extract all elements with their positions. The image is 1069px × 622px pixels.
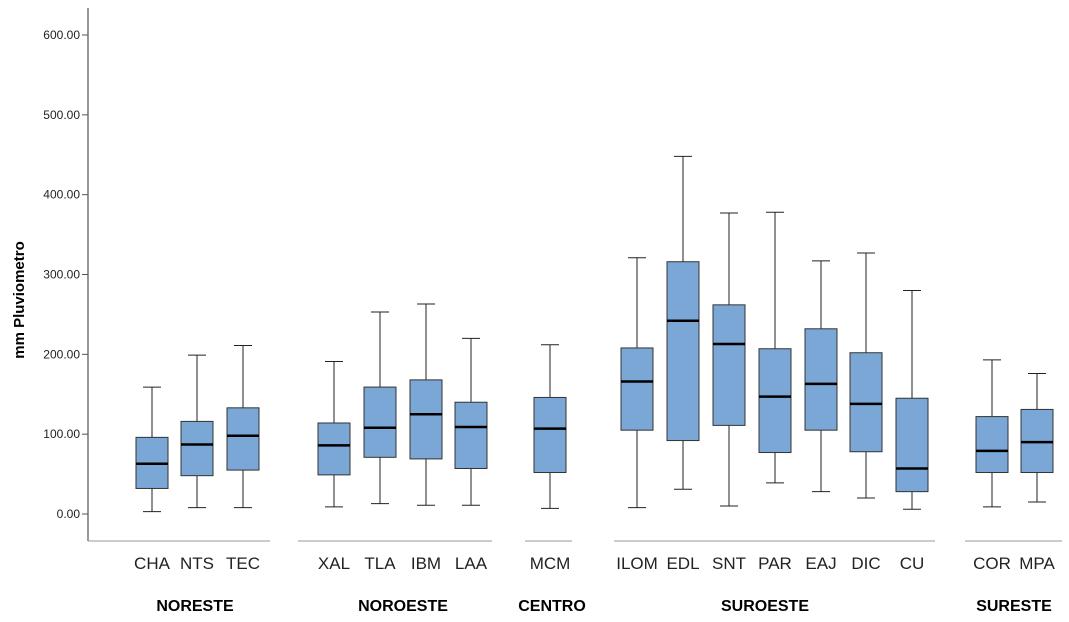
box-laa xyxy=(454,337,488,506)
y-tick-label: 300.00 xyxy=(43,268,80,282)
category-label-par: PAR xyxy=(758,554,792,573)
iqr-box xyxy=(180,420,214,477)
iqr-box xyxy=(895,397,929,493)
iqr-box xyxy=(454,401,488,469)
category-label-mcm: MCM xyxy=(530,554,571,573)
category-label-nts: NTS xyxy=(180,554,214,573)
group-label-noroeste: NOROESTE xyxy=(358,598,448,615)
box-tec xyxy=(226,345,260,509)
category-label-ibm: IBM xyxy=(411,554,441,573)
iqr-box xyxy=(363,386,397,458)
box-cu xyxy=(895,289,929,510)
category-label-xal: XAL xyxy=(318,554,350,573)
box-edl xyxy=(666,155,700,490)
box-mpa xyxy=(1020,372,1054,503)
box-par xyxy=(758,211,792,484)
category-label-eaj: EAJ xyxy=(805,554,836,573)
box-xal xyxy=(317,361,351,508)
category-labels: CHA NTS TEC NORESTE XAL TLA IBM LAA NOROESTE MCM C… xyxy=(134,554,1055,615)
box-tla xyxy=(363,311,397,505)
category-label-snt: SNT xyxy=(712,554,746,573)
iqr-box xyxy=(666,261,700,442)
y-tick-label: 400.00 xyxy=(43,188,80,202)
box-dic xyxy=(849,252,883,499)
y-tick-label: 200.00 xyxy=(43,347,80,361)
box-ilom xyxy=(620,257,654,509)
category-label-cor: COR xyxy=(973,554,1011,573)
box-snt xyxy=(712,212,746,507)
group-label-suroeste: SUROESTE xyxy=(721,598,809,615)
category-label-cu: CU xyxy=(900,554,925,573)
box-cha xyxy=(135,386,169,513)
y-tick-label: 100.00 xyxy=(43,427,80,441)
iqr-box xyxy=(975,416,1009,473)
group-label-sureste: SURESTE xyxy=(976,598,1052,615)
iqr-box xyxy=(758,348,792,454)
category-label-dic: DIC xyxy=(851,554,880,573)
category-label-cha: CHA xyxy=(134,554,171,573)
box-nts xyxy=(180,354,214,509)
category-label-edl: EDL xyxy=(666,554,699,573)
y-tick-label: 0.00 xyxy=(57,507,81,521)
box-eaj xyxy=(804,260,838,493)
box-cor xyxy=(975,359,1009,508)
y-axis-label: mm Pluviometro xyxy=(11,241,28,359)
y-tick-label: 600.00 xyxy=(43,28,80,42)
iqr-box xyxy=(409,379,443,460)
iqr-box xyxy=(849,352,883,453)
box-ibm xyxy=(409,303,443,506)
y-axis: 0.00 100.00 200.00 300.00 400.00 500.00 600.00 xyxy=(43,8,89,541)
iqr-box xyxy=(226,407,260,471)
y-tick-label: 500.00 xyxy=(43,108,80,122)
iqr-box xyxy=(804,328,838,431)
group-label-centro: CENTRO xyxy=(518,598,586,615)
category-label-ilom: ILOM xyxy=(616,554,658,573)
box-series xyxy=(135,155,1054,513)
category-label-laa: LAA xyxy=(455,554,488,573)
box-mcm xyxy=(533,344,567,509)
category-label-tec: TEC xyxy=(226,554,260,573)
iqr-box xyxy=(712,304,746,426)
iqr-box xyxy=(317,422,351,476)
category-label-tla: TLA xyxy=(364,554,396,573)
iqr-box xyxy=(533,396,567,473)
category-label-mpa: MPA xyxy=(1019,554,1055,573)
iqr-box xyxy=(620,347,654,431)
group-label-noreste: NORESTE xyxy=(156,598,234,615)
